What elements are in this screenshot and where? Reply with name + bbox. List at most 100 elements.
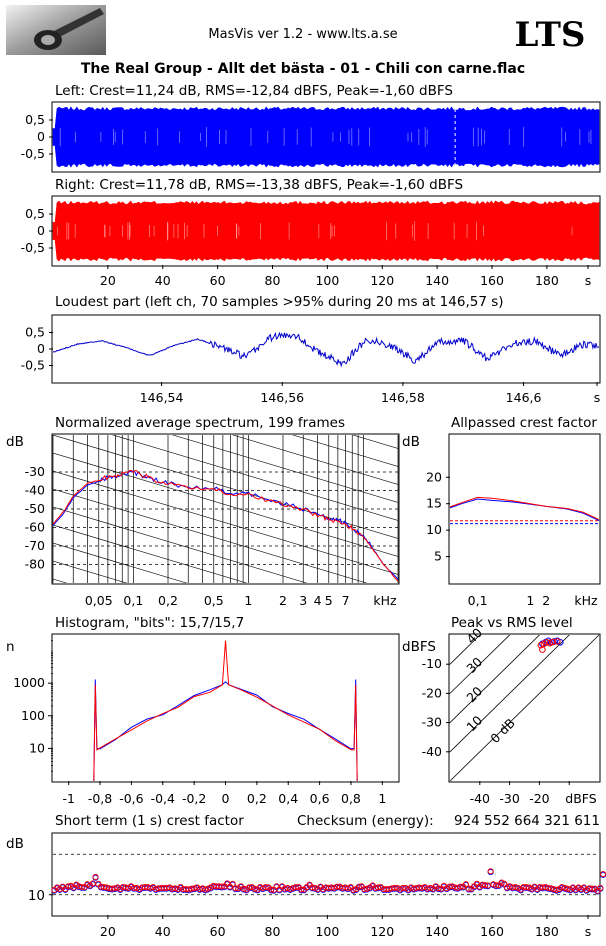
spectrum-title: Normalized average spectrum, 199 frames — [55, 415, 345, 431]
crest-point — [427, 884, 434, 891]
waveform-envelope — [52, 200, 600, 262]
x-tick-label: -20 — [529, 791, 549, 806]
slope-line — [171, 435, 398, 503]
allpassed-chart: 20 15 10 5 0,1 1 2 kHz — [426, 469, 600, 608]
crest-point — [391, 884, 398, 891]
loudest-part-frame — [51, 314, 601, 384]
histogram-ylabel: n — [6, 639, 15, 655]
x-tick-label: -1 — [62, 791, 74, 806]
crest-point — [292, 884, 299, 891]
histogram-frame — [51, 633, 400, 783]
crest-diagonal-label: 0 dB — [487, 715, 518, 746]
slope-line — [351, 435, 398, 449]
y-tick-label: -0,5 — [21, 146, 45, 161]
crest-point — [449, 883, 456, 890]
x-tick-label: 160 — [480, 924, 504, 939]
level-point — [549, 638, 557, 646]
crest-point — [311, 884, 319, 891]
y-tick-label: -30 — [422, 715, 442, 730]
slope-line — [53, 506, 308, 583]
crest-point — [558, 884, 566, 891]
crest-point — [309, 884, 316, 891]
crest-point — [361, 886, 368, 893]
crest-point — [240, 885, 247, 892]
y-tick-label: -0,5 — [21, 240, 45, 255]
crest-point — [92, 873, 99, 880]
allpassed-frame — [448, 433, 601, 585]
slope-line — [53, 633, 398, 737]
crest-point — [152, 886, 159, 893]
x-tick-label: 0,8 — [341, 791, 361, 806]
right-waveform-title: Right: Crest=11,78 dB, RMS=-13,38 dBFS, … — [55, 177, 463, 193]
x-tick-label: 0,2 — [247, 791, 267, 806]
spectrum-series — [52, 470, 399, 580]
crest-point — [268, 886, 275, 893]
crest-point — [493, 882, 500, 889]
crest-point — [202, 886, 209, 893]
x-tick-label: s — [585, 924, 592, 939]
crest-point — [457, 883, 464, 890]
crest-diagonal — [450, 635, 599, 781]
spectrum-ylabel: dB — [6, 434, 24, 450]
x-tick-label: 146,58 — [381, 390, 425, 405]
level-point — [539, 646, 546, 653]
slope-line — [53, 597, 398, 701]
x-tick-label: 0 — [222, 791, 230, 806]
x-tick-label: 2 — [279, 593, 287, 608]
crest-point — [553, 886, 560, 893]
level-point — [556, 639, 564, 646]
app-title: MasVis ver 1.2 - www.lts.a.se — [208, 27, 397, 42]
signal-line — [52, 331, 600, 368]
crest-point — [564, 885, 571, 892]
crest-point — [78, 884, 85, 891]
crest-point — [410, 885, 417, 892]
y-tick-label: 10 — [426, 522, 442, 537]
crest-point — [435, 885, 442, 892]
crest-diagonal-label: 30 — [463, 654, 485, 676]
x-tick-label: 0,5 — [204, 593, 224, 608]
y-tick-label: 0 — [37, 223, 45, 238]
crest-point — [484, 882, 491, 889]
x-tick-label: dBFS — [565, 791, 596, 806]
crest-point — [547, 885, 555, 892]
x-tick-label: 2 — [542, 593, 550, 608]
slope-line — [53, 470, 398, 575]
crest-series — [449, 498, 600, 522]
y-tick-label: 5 — [434, 549, 442, 564]
crest-point — [462, 881, 469, 888]
x-tick-label: 0,1 — [123, 593, 143, 608]
x-tick-label: 1 — [244, 593, 252, 608]
x-tick-label: 20 — [100, 273, 116, 288]
checksum-label: Checksum (energy): — [297, 813, 434, 829]
x-tick-label: -0,4 — [151, 791, 175, 806]
slope-line — [53, 273, 398, 377]
peak-rms-ylabel: dBFS — [402, 639, 436, 655]
x-tick-label: 140 — [425, 924, 449, 939]
checksum-value: 924 552 664 321 611 — [454, 813, 600, 829]
x-tick-label: 146,6 — [506, 390, 542, 405]
crest-point — [465, 885, 472, 892]
x-tick-label: 80 — [265, 273, 281, 288]
x-tick-label: kHz — [574, 593, 598, 608]
histogram-series — [93, 679, 358, 782]
x-tick-label: 1 — [526, 593, 534, 608]
y-tick-label: -60 — [25, 520, 45, 535]
peak-rms-frame — [448, 633, 601, 783]
slope-line — [231, 435, 398, 485]
x-tick-label: 0,6 — [310, 791, 330, 806]
x-tick-label: -0,2 — [182, 791, 206, 806]
crest-point — [298, 886, 305, 893]
x-tick-label: 100 — [315, 273, 339, 288]
x-tick-label: s — [594, 390, 601, 405]
histogram-title: Histogram, "bits": 15,7/15,7 — [55, 615, 244, 631]
x-tick-label: 120 — [370, 273, 394, 288]
x-tick-label: 7 — [342, 593, 350, 608]
crest-point — [399, 884, 406, 891]
histogram-chart: 1000 100 10 -1 -0,8 -0,6 -0,4 -0,2 0 0,2 0,4 0,6 0,8… — [13, 640, 386, 806]
x-tick-label: 0,4 — [278, 791, 298, 806]
crest-point — [344, 885, 351, 892]
x-tick-label: 180 — [535, 273, 559, 288]
crest-point — [333, 883, 341, 890]
